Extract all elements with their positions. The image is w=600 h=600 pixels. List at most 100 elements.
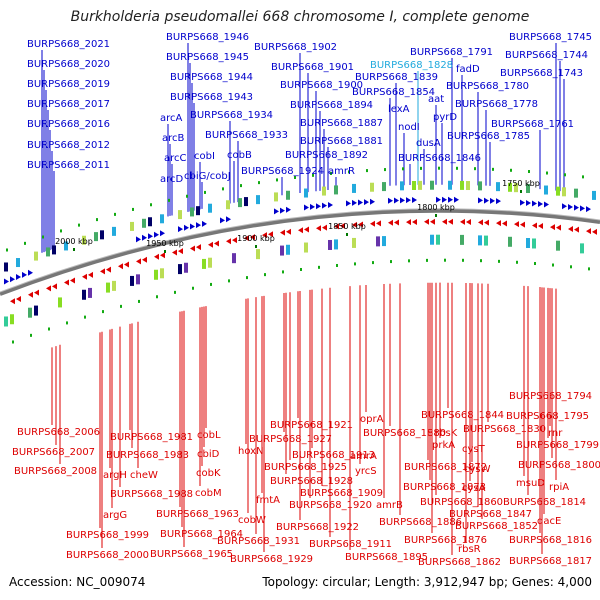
gene-label-bottom[interactable]: BURPS668_1886 (379, 517, 462, 528)
gene-label-bottom[interactable]: oprA (360, 414, 384, 425)
gene-label-top[interactable]: cobI (194, 151, 215, 162)
gene-label-top[interactable]: BURPS668_2016 (27, 119, 110, 130)
gene-label-top[interactable]: BURPS668_1846 (398, 153, 481, 164)
gene-label-top[interactable]: BURPS668_1839 (355, 72, 438, 83)
gene-label-bottom[interactable]: cysA (462, 483, 486, 494)
gene-label-bottom[interactable]: BURPS668_1799 (516, 440, 599, 451)
gene-label-bottom[interactable]: BURPS668_1925 (264, 462, 347, 473)
gene-label-bottom[interactable]: BURPS668_1814 (503, 497, 586, 508)
gene-label-top[interactable]: BURPS668_2021 (27, 39, 110, 50)
gene-label-top[interactable]: BURPS668_1933 (205, 130, 288, 141)
gene-label-bottom[interactable]: BURPS668_1844 (421, 410, 504, 421)
gene-label-top[interactable]: BURPS668_1785 (447, 131, 530, 142)
gene-label-bottom[interactable]: cobK (196, 468, 221, 479)
gene-label-bottom[interactable]: BURPS668_1895 (345, 552, 428, 563)
gene-label-bottom[interactable]: argH (103, 470, 127, 481)
gene-label-top[interactable]: BURPS668_1778 (455, 99, 538, 110)
gene-label-bottom[interactable]: rpiA (549, 482, 569, 493)
gene-label-top[interactable]: pyrD (433, 112, 457, 123)
gene-label-top[interactable]: BURPS668_2017 (27, 99, 110, 110)
gene-label-bottom[interactable]: cysW (464, 464, 491, 475)
gene-label-bottom[interactable]: BURPS668_2007 (12, 447, 95, 458)
gene-label-bottom[interactable]: BURPS668_1909 (300, 488, 383, 499)
gene-label-top[interactable]: dusA (416, 138, 441, 149)
gene-label-bottom[interactable]: BURPS668_2008 (14, 466, 97, 477)
gene-label-top[interactable]: BURPS668_1791 (410, 47, 493, 58)
gene-label-bottom[interactable]: BURPS668_1911 (309, 539, 392, 550)
gene-label-bottom[interactable]: BURPS668_1920 (289, 500, 372, 511)
gene-label-bottom[interactable]: amrB (376, 500, 403, 511)
gene-label-bottom[interactable]: amrA (350, 451, 377, 462)
gene-label-bottom[interactable]: qacE (537, 516, 561, 527)
gene-label-top[interactable]: BURPS668_2011 (27, 160, 110, 171)
gene-label-bottom[interactable]: BURPS668_1816 (509, 535, 592, 546)
gene-label-top[interactable]: BURPS668_1894 (290, 100, 373, 111)
gene-label-top[interactable]: BURPS668_1924 (241, 166, 324, 177)
gene-label-bottom[interactable]: cobW (238, 515, 266, 526)
gene-label-top[interactable]: BURPS668_1892 (285, 150, 368, 161)
gene-label-top[interactable]: cobB (227, 150, 252, 161)
gene-label-top[interactable]: arcC (164, 153, 187, 164)
gene-label-top[interactable]: BURPS668_1780 (446, 81, 529, 92)
gene-label-bottom[interactable]: BURPS668_1795 (506, 411, 589, 422)
gene-label-bottom[interactable]: BURPS668_1931 (217, 536, 300, 547)
gene-label-top[interactable]: fadD (456, 64, 480, 75)
gene-label-bottom[interactable]: BURPS668_1852 (455, 521, 538, 532)
gene-label-bottom[interactable]: BURPS668_1830 (463, 424, 546, 435)
gene-label-bottom[interactable]: BURPS668_1922 (276, 522, 359, 533)
gene-label-bottom[interactable]: BURPS668_1800 (518, 460, 600, 471)
gene-label-bottom[interactable]: cobM (195, 488, 222, 499)
gene-label-top[interactable]: BURPS668_1828 (370, 60, 453, 71)
gene-label-bottom[interactable]: argG (103, 510, 127, 521)
gene-label-bottom[interactable]: BURPS668_1988 (110, 489, 193, 500)
gene-label-bottom[interactable]: prkA (432, 440, 455, 451)
gene-label-bottom[interactable]: fmtA (256, 495, 280, 506)
gene-label-bottom[interactable]: cheW (130, 470, 158, 481)
gene-label-top[interactable]: cbiG/cobJ (184, 171, 231, 182)
gene-label-bottom[interactable]: BURPS668_1873 (403, 482, 486, 493)
gene-label-bottom[interactable]: msuD (516, 478, 545, 489)
gene-label-bottom[interactable]: BURPS668_1862 (418, 557, 501, 568)
gene-label-top[interactable]: BURPS668_1881 (300, 136, 383, 147)
gene-label-bottom[interactable]: cbiD (197, 449, 220, 460)
gene-label-top[interactable]: arcD (160, 174, 184, 185)
gene-label-bottom[interactable]: BURPS668_1847 (449, 509, 532, 520)
gene-label-bottom[interactable]: BURPS668_1981 (110, 432, 193, 443)
gene-label-top[interactable]: BURPS668_1900 (280, 80, 363, 91)
gene-label-bottom[interactable]: BURPS668_1921 (270, 420, 353, 431)
gene-label-bottom[interactable]: BURPS668_1983 (106, 450, 189, 461)
gene-label-top[interactable]: BURPS668_1854 (352, 87, 435, 98)
gene-label-top[interactable]: arcA (160, 113, 183, 124)
gene-label-bottom[interactable]: BURPS668_2006 (17, 427, 100, 438)
gene-label-bottom[interactable]: BURPS668_1929 (230, 554, 313, 565)
gene-label-top[interactable]: BURPS668_1743 (500, 68, 583, 79)
gene-label-bottom[interactable]: BURPS668_1794 (509, 391, 592, 402)
gene-label-bottom[interactable]: BURPS668_1817 (509, 556, 592, 567)
gene-label-top[interactable]: BURPS668_1887 (300, 118, 383, 129)
gene-label-bottom[interactable]: cysT (462, 444, 486, 455)
gene-label-top[interactable]: BURPS668_1901 (271, 62, 354, 73)
gene-label-bottom[interactable]: BURPS668_1880 (363, 428, 446, 439)
gene-label-bottom[interactable]: BURPS668_1964 (160, 529, 243, 540)
gene-label-bottom[interactable]: BURPS668_1999 (66, 530, 149, 541)
gene-label-bottom[interactable]: BURPS668_1927 (249, 434, 332, 445)
gene-label-top[interactable]: BURPS668_2020 (27, 59, 110, 70)
gene-label-bottom[interactable]: BURPS668_1928 (270, 476, 353, 487)
gene-label-bottom[interactable]: BURPS668_1913 (292, 450, 375, 461)
gene-label-top[interactable]: BURPS668_1944 (170, 72, 253, 83)
gene-label-top[interactable]: lexA (388, 104, 410, 115)
gene-label-top[interactable]: arcB (162, 133, 185, 144)
gene-label-bottom[interactable]: rnr (548, 428, 563, 439)
gene-label-top[interactable]: amrR (328, 166, 355, 177)
gene-label-bottom[interactable]: yrcS (355, 466, 377, 477)
gene-label-bottom[interactable]: hoxN (238, 446, 264, 457)
gene-label-top[interactable]: BURPS668_1943 (170, 92, 253, 103)
gene-label-bottom[interactable]: BURPS668_2000 (66, 550, 149, 561)
gene-label-top[interactable]: BURPS668_1934 (190, 110, 273, 121)
gene-label-top[interactable]: BURPS668_1902 (254, 42, 337, 53)
gene-label-top[interactable]: BURPS668_1761 (491, 119, 574, 130)
gene-label-top[interactable]: aat (428, 94, 444, 105)
gene-label-top[interactable]: BURPS668_1945 (166, 52, 249, 63)
gene-label-bottom[interactable]: rbsK (435, 428, 458, 439)
gene-label-bottom[interactable]: BURPS668_1965 (150, 549, 233, 560)
